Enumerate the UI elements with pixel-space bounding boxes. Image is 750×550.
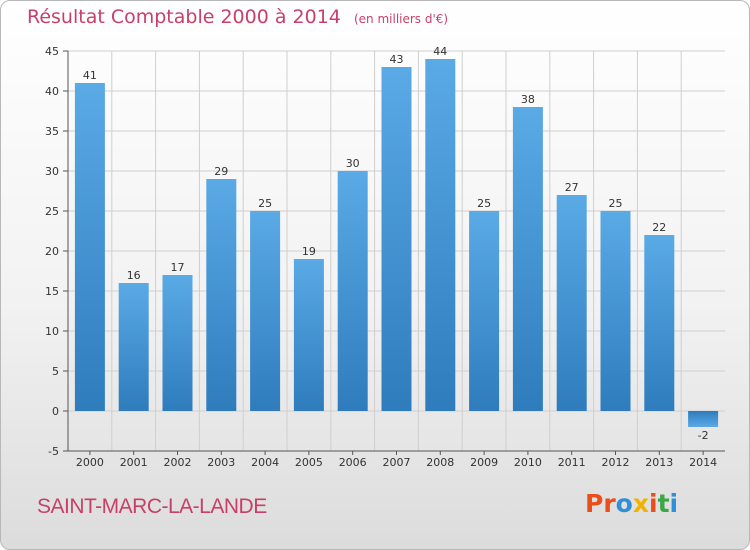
bar-value-label: 17: [171, 261, 185, 274]
bar: [206, 179, 237, 411]
x-tick-label: 2000: [76, 456, 104, 469]
bar: [74, 83, 105, 411]
axes: [63, 50, 725, 455]
y-tick-label: 0: [52, 405, 59, 418]
bar-value-label: 27: [565, 181, 579, 194]
bar: [162, 275, 193, 411]
bar-value-label: 22: [652, 221, 666, 234]
bar: [600, 211, 631, 411]
x-tick-label: 2006: [339, 456, 367, 469]
bar: [381, 67, 412, 411]
x-tick-label: 2004: [251, 456, 279, 469]
x-tick-label: 2014: [689, 456, 717, 469]
x-tick-label: 2008: [426, 456, 454, 469]
y-tick-label: 40: [45, 85, 59, 98]
bar: [556, 195, 587, 411]
x-tick-label: 2007: [383, 456, 411, 469]
bar: [425, 59, 456, 411]
x-tick-label: 2013: [645, 456, 673, 469]
bar-value-label: 25: [258, 197, 272, 210]
y-tick-label: 45: [45, 45, 59, 58]
logo-letter: x: [632, 489, 649, 518]
bar-value-label: 25: [477, 197, 491, 210]
logo-letter: t: [657, 489, 670, 518]
x-tick-label: 2012: [602, 456, 630, 469]
bar-value-label: 38: [521, 93, 535, 106]
logo-letter: r: [603, 489, 616, 518]
chart-title: Résultat Comptable 2000 à 2014: [27, 6, 341, 28]
commune-name: SAINT-MARC-LA-LANDE: [37, 495, 267, 518]
bar: [688, 411, 719, 427]
logo-letter: P: [585, 489, 604, 518]
x-tick-label: 2003: [207, 456, 235, 469]
bar-value-label: 41: [83, 69, 97, 82]
y-tick-label: 15: [45, 285, 59, 298]
x-tick-label: 2011: [558, 456, 586, 469]
x-tick-label: 2009: [470, 456, 498, 469]
logo-letter: o: [615, 489, 633, 518]
x-tick-label: 2010: [514, 456, 542, 469]
bar-value-label: 19: [302, 245, 316, 258]
bar-value-label: 30: [346, 157, 360, 170]
x-tick-label: 2001: [120, 456, 148, 469]
bar: [644, 235, 675, 411]
bar: [293, 259, 324, 411]
bar: [250, 211, 281, 411]
y-tick-label: 25: [45, 205, 59, 218]
bar-value-label: 44: [433, 45, 447, 58]
x-tick-label: 2005: [295, 456, 323, 469]
y-tick-label: 35: [45, 125, 59, 138]
bar-value-label: 16: [127, 269, 141, 282]
logo-letter: i: [669, 489, 679, 518]
y-tick-label: 30: [45, 165, 59, 178]
labels: -5 0 5 10 15 20 25 30 35 40 45 41 2000 16 2001 17 2002 29…: [45, 45, 717, 469]
y-tick-label: 5: [52, 365, 59, 378]
chart-title-group: Résultat Comptable 2000 à 2014 (en milli…: [27, 6, 448, 28]
y-tick-label: 20: [45, 245, 59, 258]
logo-letter: i: [649, 489, 658, 518]
bar: [469, 211, 500, 411]
chart-unit: (en milliers d'€): [353, 12, 449, 26]
proxiti-logo: Proxiti: [585, 489, 678, 518]
bar-value-label: 25: [609, 197, 623, 210]
x-tick-label: 2002: [164, 456, 192, 469]
bar-value-label: 29: [214, 165, 228, 178]
bar-value-label: -2: [698, 429, 709, 442]
y-tick-label: 10: [45, 325, 59, 338]
bar: [337, 171, 368, 411]
bar: [512, 107, 543, 411]
bar: [118, 283, 149, 411]
bars: [74, 59, 719, 427]
bar-value-label: 43: [390, 53, 404, 66]
y-tick-label: -5: [48, 445, 59, 458]
